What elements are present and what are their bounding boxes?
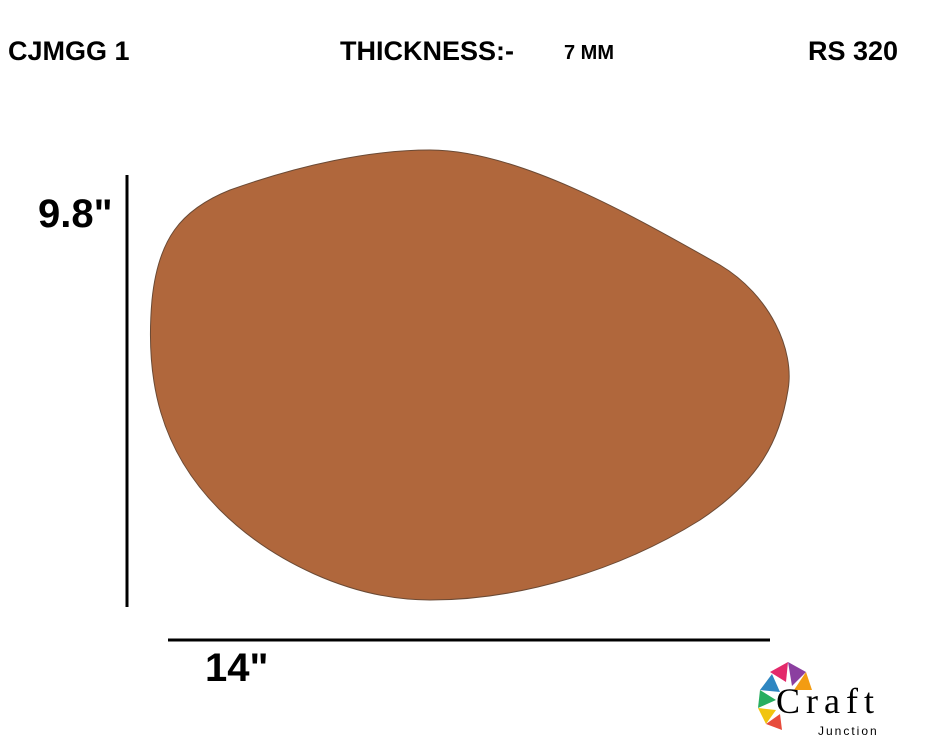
height-dimension: 9.8" xyxy=(38,192,113,236)
product-code: CJMGG 1 xyxy=(8,36,130,66)
logo-icon xyxy=(758,662,812,730)
thickness-label: THICKNESS:- xyxy=(340,36,514,66)
price: RS 320 xyxy=(808,36,899,66)
product-shape xyxy=(149,149,790,601)
thickness-value: 7 MM xyxy=(564,42,614,64)
logo-name: Craft xyxy=(776,681,880,721)
width-dimension: 14" xyxy=(205,646,269,690)
logo-tagline: Junction xyxy=(818,724,879,738)
